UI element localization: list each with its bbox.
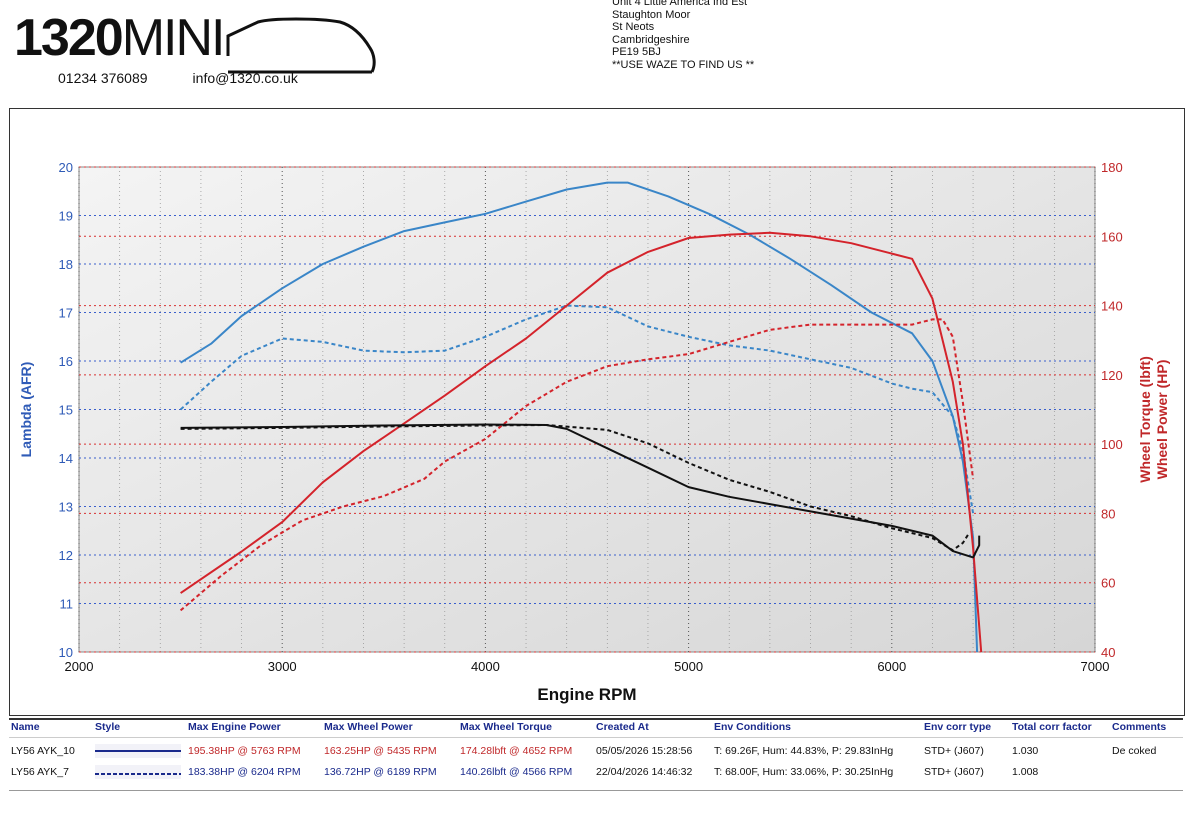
legend-header-comments: Comments xyxy=(1112,721,1167,733)
legend-max-engine-power: 183.38HP @ 6204 RPM xyxy=(188,766,301,778)
legend-header-created-at: Created At xyxy=(596,721,649,733)
x-tick-label: 7000 xyxy=(1081,659,1110,674)
y-tick-label-left: 12 xyxy=(59,548,73,563)
address-line: Unit 4 Little America Ind Est xyxy=(612,0,748,8)
y-tick-label-left: 15 xyxy=(59,403,73,418)
legend-header-name: Name xyxy=(11,721,40,733)
y-tick-label-right: 60 xyxy=(1101,576,1115,591)
x-tick-label: 2000 xyxy=(65,659,94,674)
series-line-blue-solid xyxy=(180,181,979,653)
address-line: Staughton Moor xyxy=(612,8,691,21)
legend-header-total-corr-factor: Total corr factor xyxy=(1012,721,1092,733)
address-line: **USE WAZE TO FIND US ** xyxy=(612,58,755,71)
email-address: info@1320.co.uk xyxy=(192,70,298,86)
legend-max-wheel-power: 136.72HP @ 6189 RPM xyxy=(324,766,437,778)
logo-text: 1320MINI xyxy=(14,9,225,67)
y-axis-right-label-power: Wheel Power (HP) xyxy=(1154,360,1170,480)
y-tick-label-left: 20 xyxy=(59,160,73,175)
legend-header-style: Style xyxy=(95,721,121,733)
legend-run-name: LY56 AYK_10 xyxy=(11,745,75,757)
legend-header-env-conditions: Env Conditions xyxy=(714,721,791,733)
y-tick-label-left: 17 xyxy=(59,306,73,321)
address-line: St Neots xyxy=(612,21,655,34)
dyno-chart: 2000 3000 4000 5000 6000 7000 10 11 12 13 14 15 16 17… xyxy=(18,160,1170,704)
legend-env-conditions: T: 68.00F, Hum: 33.06%, P: 30.25InHg xyxy=(714,766,894,778)
legend-max-wheel-power: 163.25HP @ 5435 RPM xyxy=(324,745,437,757)
legend-comments: De coked xyxy=(1112,745,1157,757)
logo: 1320MINI 01234 376089 info@1320.co.uk xyxy=(12,6,392,92)
series-line-blue-dashed xyxy=(179,304,975,514)
legend-max-wheel-torque: 140.26lbft @ 4566 RPM xyxy=(460,766,573,778)
y-tick-label-left: 10 xyxy=(59,645,73,660)
legend-header-env-corr-type: Env corr type xyxy=(924,721,992,733)
legend-row-divider xyxy=(9,737,1183,738)
legend-top-divider xyxy=(9,718,1183,720)
legend-header-wheel-power: Max Wheel Power xyxy=(324,721,413,733)
legend-created-at: 22/04/2026 14:46:32 xyxy=(596,766,693,778)
y-tick-label-left: 16 xyxy=(59,354,73,369)
x-tick-label: 5000 xyxy=(674,659,703,674)
legend-max-wheel-torque: 174.28lbft @ 4652 RPM xyxy=(460,745,573,757)
y-tick-label-left: 11 xyxy=(60,597,74,612)
y-tick-label-right: 160 xyxy=(1101,229,1123,244)
y-tick-label-left: 19 xyxy=(59,209,73,224)
series-line-red-solid xyxy=(180,231,983,653)
address-line: Cambridgeshire xyxy=(612,33,690,46)
y-tick-label-right: 80 xyxy=(1101,506,1115,521)
y-tick-label-right: 100 xyxy=(1101,437,1123,452)
y-tick-label-right: 180 xyxy=(1101,160,1123,175)
logo-contact: 01234 376089 info@1320.co.uk xyxy=(12,70,298,86)
legend-total-corr-factor: 1.030 xyxy=(1012,745,1039,757)
plot-area xyxy=(78,166,1096,653)
legend-style-dashed-swatch xyxy=(95,765,181,779)
x-tick-label: 6000 xyxy=(877,659,906,674)
x-tick-label: 3000 xyxy=(268,659,297,674)
series-line-red-dashed xyxy=(179,318,975,612)
legend-header-wheel-torque: Max Wheel Torque xyxy=(460,721,552,733)
legend-run-name: LY56 AYK_7 xyxy=(11,766,69,778)
mini-car-logo-icon xyxy=(226,17,376,74)
legend-env-corr-type: STD+ (J607) xyxy=(924,766,984,778)
address-block: Unit 4 Little America Ind Est Staughton … xyxy=(612,0,754,72)
y-tick-label-right: 120 xyxy=(1101,368,1123,383)
run-legend-table: Name Style Max Engine Power Max Wheel Po… xyxy=(9,718,1183,792)
phone-number: 01234 376089 xyxy=(58,70,148,86)
y-tick-label-right: 140 xyxy=(1101,299,1123,314)
legend-env-conditions: T: 69.26F, Hum: 44.83%, P: 29.83InHg xyxy=(714,745,894,757)
y-axis-left-label: Lambda (AFR) xyxy=(18,362,34,458)
legend-env-corr-type: STD+ (J607) xyxy=(924,745,984,757)
x-tick-label: 4000 xyxy=(471,659,500,674)
legend-created-at: 05/05/2026 15:28:56 xyxy=(596,745,693,757)
legend-header-engine-power: Max Engine Power xyxy=(188,721,281,733)
x-axis-label: Engine RPM xyxy=(537,685,636,704)
series-line-black-dashed xyxy=(180,424,970,552)
legend-total-corr-factor: 1.008 xyxy=(1012,766,1039,778)
y-axis-right-label-torque: Wheel Torque (lbft) xyxy=(1137,356,1153,483)
y-tick-label-left: 18 xyxy=(59,257,73,272)
y-tick-label-right: 40 xyxy=(1101,645,1115,660)
legend-style-solid-swatch xyxy=(95,744,181,758)
legend-bottom-divider xyxy=(9,790,1183,791)
address-line: PE19 5BJ xyxy=(612,46,661,59)
legend-max-engine-power: 195.38HP @ 5763 RPM xyxy=(188,745,301,757)
y-tick-label-left: 14 xyxy=(59,451,73,466)
dyno-chart-frame: 2000 3000 4000 5000 6000 7000 10 11 12 13 14 15 16 17… xyxy=(9,108,1185,716)
y-tick-label-left: 13 xyxy=(59,500,73,515)
